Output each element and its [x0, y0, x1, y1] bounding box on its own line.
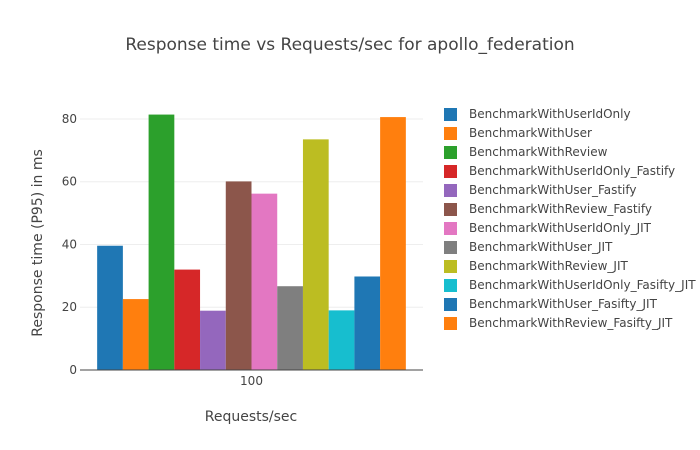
- bar: [225, 181, 252, 370]
- legend-label: BenchmarkWithUser: [469, 126, 592, 140]
- legend-item[interactable]: BenchmarkWithReview_JIT: [444, 259, 628, 273]
- bar: [328, 310, 355, 370]
- legend-swatch: [444, 203, 457, 216]
- legend-item[interactable]: BenchmarkWithReview: [444, 145, 608, 159]
- legend-swatch: [444, 241, 457, 254]
- legend-item[interactable]: BenchmarkWithReview_Fastify: [444, 202, 652, 216]
- bar: [200, 310, 226, 370]
- bar: [277, 286, 303, 370]
- legend-swatch: [444, 108, 457, 121]
- legend-label: BenchmarkWithUser_JIT: [469, 240, 613, 254]
- legend-label: BenchmarkWithReview_JIT: [469, 259, 628, 273]
- legend-label: BenchmarkWithUserIdOnly_JIT: [469, 221, 652, 235]
- legend-swatch: [444, 222, 457, 235]
- bar: [354, 276, 381, 370]
- legend-label: BenchmarkWithUser_Fastify: [469, 183, 637, 197]
- y-tick-labels: 0 20 40 60 80: [62, 112, 77, 377]
- y-tick-label: 60: [62, 175, 77, 189]
- legend-item[interactable]: BenchmarkWithUserIdOnly_JIT: [444, 221, 652, 235]
- y-tick-label: 20: [62, 300, 77, 314]
- bars: [97, 114, 406, 370]
- chart-title: Response time vs Requests/sec for apollo…: [125, 35, 574, 55]
- legend-label: BenchmarkWithUserIdOnly: [469, 107, 631, 121]
- legend-swatch: [444, 184, 457, 197]
- bar: [148, 114, 175, 370]
- bar: [251, 193, 278, 370]
- legend-label: BenchmarkWithUserIdOnly_Fasifty_JIT: [469, 278, 696, 292]
- x-tick-labels: 100: [240, 374, 263, 388]
- bar: [97, 245, 123, 370]
- y-tick-label: 40: [62, 237, 77, 251]
- legend-item[interactable]: BenchmarkWithUser_JIT: [444, 240, 613, 254]
- bar: [174, 269, 201, 370]
- legend-label: BenchmarkWithReview_Fasifty_JIT: [469, 316, 673, 330]
- legend-item[interactable]: BenchmarkWithUserIdOnly_Fastify: [444, 164, 675, 178]
- legend-item[interactable]: BenchmarkWithReview_Fasifty_JIT: [444, 316, 673, 330]
- legend-label: BenchmarkWithReview: [469, 145, 608, 159]
- legend-swatch: [444, 317, 457, 330]
- y-tick-label: 80: [62, 112, 77, 126]
- legend-label: BenchmarkWithReview_Fastify: [469, 202, 652, 216]
- legend-swatch: [444, 165, 457, 178]
- bar: [380, 117, 406, 370]
- legend-swatch: [444, 260, 457, 273]
- x-tick-label: 100: [240, 374, 263, 388]
- legend-item[interactable]: BenchmarkWithUser_Fasifty_JIT: [444, 297, 658, 311]
- bar: [302, 139, 329, 370]
- y-axis-title: Response time (P95) in ms: [30, 149, 46, 337]
- legend-label: BenchmarkWithUserIdOnly_Fastify: [469, 164, 675, 178]
- legend-swatch: [444, 127, 457, 140]
- x-axis-title: Requests/sec: [205, 409, 297, 425]
- legend-item[interactable]: BenchmarkWithUser: [444, 126, 592, 140]
- legend-item[interactable]: BenchmarkWithUserIdOnly_Fasifty_JIT: [444, 278, 696, 292]
- legend-swatch: [444, 279, 457, 292]
- legend-item[interactable]: BenchmarkWithUser_Fastify: [444, 183, 637, 197]
- legend-swatch: [444, 146, 457, 159]
- bar: [122, 299, 149, 370]
- legend-label: BenchmarkWithUser_Fasifty_JIT: [469, 297, 658, 311]
- legend-item[interactable]: BenchmarkWithUserIdOnly: [444, 107, 631, 121]
- legend: BenchmarkWithUserIdOnly BenchmarkWithUser…: [444, 107, 696, 330]
- legend-swatch: [444, 298, 457, 311]
- y-tick-label: 0: [69, 363, 77, 377]
